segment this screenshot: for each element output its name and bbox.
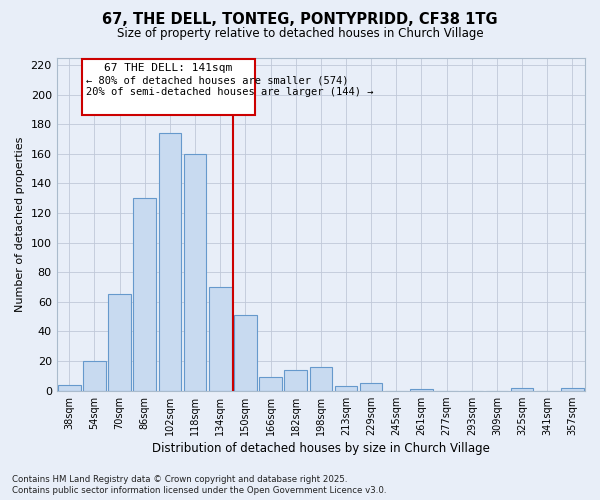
- Bar: [410, 389, 433, 390]
- Bar: [108, 294, 131, 390]
- X-axis label: Distribution of detached houses by size in Church Village: Distribution of detached houses by size …: [152, 442, 490, 455]
- Bar: [234, 315, 257, 390]
- Bar: [83, 361, 106, 390]
- Bar: [335, 386, 358, 390]
- Bar: [310, 367, 332, 390]
- Bar: [58, 385, 80, 390]
- Text: 20% of semi-detached houses are larger (144) →: 20% of semi-detached houses are larger (…: [86, 87, 373, 97]
- FancyBboxPatch shape: [82, 59, 256, 116]
- Text: Contains public sector information licensed under the Open Government Licence v3: Contains public sector information licen…: [12, 486, 386, 495]
- Bar: [259, 378, 282, 390]
- Bar: [284, 370, 307, 390]
- Text: Size of property relative to detached houses in Church Village: Size of property relative to detached ho…: [116, 28, 484, 40]
- Bar: [184, 154, 206, 390]
- Bar: [360, 384, 382, 390]
- Bar: [209, 287, 232, 391]
- Bar: [561, 388, 584, 390]
- Bar: [133, 198, 156, 390]
- Text: 67, THE DELL, TONTEG, PONTYPRIDD, CF38 1TG: 67, THE DELL, TONTEG, PONTYPRIDD, CF38 1…: [102, 12, 498, 28]
- Bar: [158, 133, 181, 390]
- Y-axis label: Number of detached properties: Number of detached properties: [15, 136, 25, 312]
- Text: Contains HM Land Registry data © Crown copyright and database right 2025.: Contains HM Land Registry data © Crown c…: [12, 475, 347, 484]
- Text: 67 THE DELL: 141sqm: 67 THE DELL: 141sqm: [104, 64, 233, 74]
- Bar: [511, 388, 533, 390]
- Text: ← 80% of detached houses are smaller (574): ← 80% of detached houses are smaller (57…: [86, 76, 348, 86]
